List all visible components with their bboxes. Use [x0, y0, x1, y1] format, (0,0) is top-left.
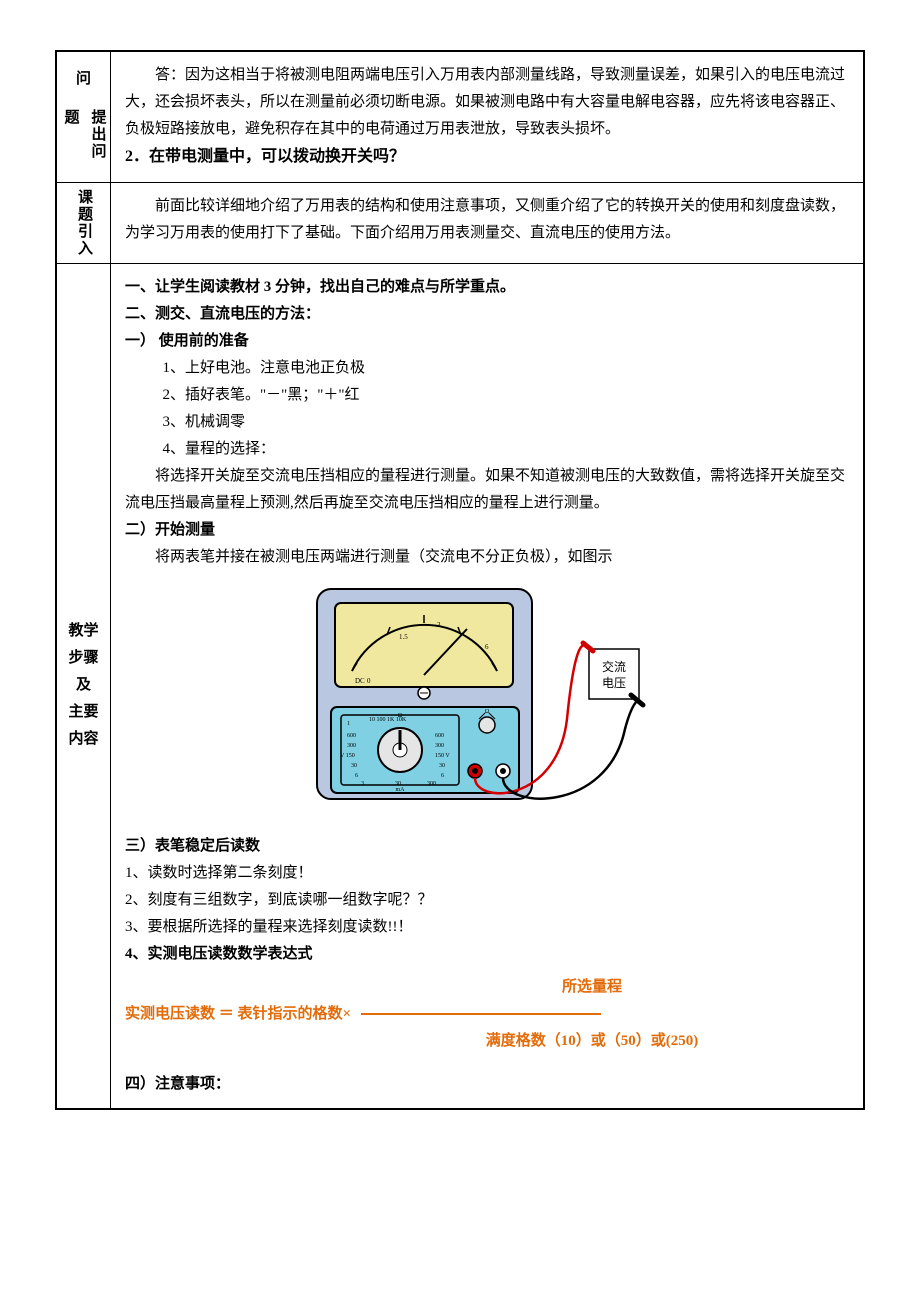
svg-text:3: 3 — [437, 621, 441, 629]
s3-item: 2、刻度有三组数字，到底读哪一组数字呢？？ — [125, 887, 849, 914]
svg-text:V 150: V 150 — [340, 753, 355, 759]
s1-item: 1、上好电池。注意电池正负极 — [163, 355, 850, 382]
svg-text:30: 30 — [439, 763, 445, 769]
s1-para: 将选择开关旋至交流电压挡相应的量程进行测量。如果不知道被测电压的大致数值，需将选… — [125, 463, 849, 517]
s1-item: 3、机械调零 — [163, 409, 850, 436]
svg-text:6: 6 — [485, 643, 489, 651]
h1: 一、让学生阅读教材 3 分钟，找出自己的难点与所学重点。 — [125, 274, 849, 301]
multimeter-diagram: DC 0 1.5 3 6 — [125, 579, 849, 819]
svg-text:600: 600 — [347, 733, 356, 739]
svg-text:1.5: 1.5 — [399, 633, 408, 641]
svg-text:1: 1 — [347, 721, 350, 727]
formula-left: 实测电压读数 ＝ 表针指示的格数× — [125, 1006, 351, 1022]
answer-text: 答：因为这相当于将被测电阻两端电压引入万用表内部测量线路，导致测量误差，如果引入… — [125, 62, 849, 143]
svg-text:150 V: 150 V — [435, 753, 450, 759]
svg-text:交流: 交流 — [602, 659, 626, 674]
formula-mid: 实测电压读数 ＝ 表针指示的格数× — [125, 1001, 849, 1028]
h2: 二、测交、直流电压的方法： — [125, 301, 849, 328]
s3-item: 1、读数时选择第二条刻度！ — [125, 860, 849, 887]
row1-content: 答：因为这相当于将被测电阻两端电压引入万用表内部测量线路，导致测量误差，如果引入… — [111, 52, 863, 182]
row3-content: 一、让学生阅读教材 3 分钟，找出自己的难点与所学重点。 二、测交、直流电压的方… — [111, 264, 863, 1108]
lesson-table: 问 提出问题 答：因为这相当于将被测电阻两端电压引入万用表内部测量线路，导致测量… — [55, 50, 865, 1110]
svg-text:0: 0 — [367, 677, 371, 685]
row1-side: 问 提出问题 — [57, 52, 111, 182]
svg-text:DC: DC — [355, 677, 365, 685]
s3-item: 3、要根据所选择的量程来选择刻度读数!!！ — [125, 914, 849, 941]
s1-item: 2、插好表笔。"－"黑；"＋"红 — [163, 382, 850, 409]
fraction-bar — [361, 1013, 601, 1015]
svg-text:300: 300 — [427, 781, 436, 787]
row-intro: 课题引入 前面比较详细地介绍了万用表的结构和使用注意事项，又侧重介绍了它的转换开… — [57, 182, 863, 263]
s1: 一） 使用前的准备 — [125, 328, 849, 355]
svg-text:mA: mA — [396, 787, 406, 793]
svg-text:600: 600 — [435, 733, 444, 739]
svg-text:Ω: Ω — [485, 709, 490, 715]
formula-top: 所选量程 — [125, 974, 849, 1001]
row3-side: 教学步骤及主要内容 — [57, 264, 111, 1108]
s1-list: 1、上好电池。注意电池正负极 2、插好表笔。"－"黑；"＋"红 3、机械调零 4… — [125, 355, 849, 463]
svg-text:6: 6 — [441, 773, 444, 779]
svg-text:Ω: Ω — [398, 713, 403, 719]
s3: 三）表笔稳定后读数 — [125, 833, 849, 860]
question-2: 2．在带电测量中，可以拨动换开关吗？ — [125, 143, 849, 172]
svg-text:30: 30 — [351, 763, 357, 769]
s2-para: 将两表笔并接在被测电压两端进行测量（交流电不分正负极），如图示 — [125, 544, 849, 571]
s3-item: 4、实测电压读数数学表达式 — [125, 941, 849, 968]
row2-side: 课题引入 — [57, 183, 111, 263]
formula-bottom: 满度格数（10）或（50）或(250) — [125, 1028, 849, 1055]
row3-side-text: 教学步骤及主要内容 — [68, 618, 98, 753]
svg-text:电压: 电压 — [602, 676, 626, 690]
svg-text:300: 300 — [347, 743, 356, 749]
row2-content: 前面比较详细地介绍了万用表的结构和使用注意事项，又侧重介绍了它的转换开关的使用和… — [111, 183, 863, 263]
svg-text:3: 3 — [361, 781, 364, 787]
s1-item: 4、量程的选择： — [163, 436, 850, 463]
formula: 所选量程 实测电压读数 ＝ 表针指示的格数× 满度格数（10）或（50）或(25… — [125, 974, 849, 1055]
side-tichu: 提出问题 — [57, 103, 110, 182]
intro-text: 前面比较详细地介绍了万用表的结构和使用注意事项，又侧重介绍了它的转换开关的使用和… — [125, 193, 849, 247]
svg-text:6: 6 — [355, 773, 358, 779]
row-question: 问 提出问题 答：因为这相当于将被测电阻两端电压引入万用表内部测量线路，导致测量… — [57, 52, 863, 182]
side-wen: 问 — [57, 52, 110, 103]
s4: 四）注意事项： — [125, 1071, 849, 1098]
row-steps: 教学步骤及主要内容 一、让学生阅读教材 3 分钟，找出自己的难点与所学重点。 二… — [57, 263, 863, 1108]
s2: 二）开始测量 — [125, 517, 849, 544]
svg-text:300: 300 — [435, 743, 444, 749]
